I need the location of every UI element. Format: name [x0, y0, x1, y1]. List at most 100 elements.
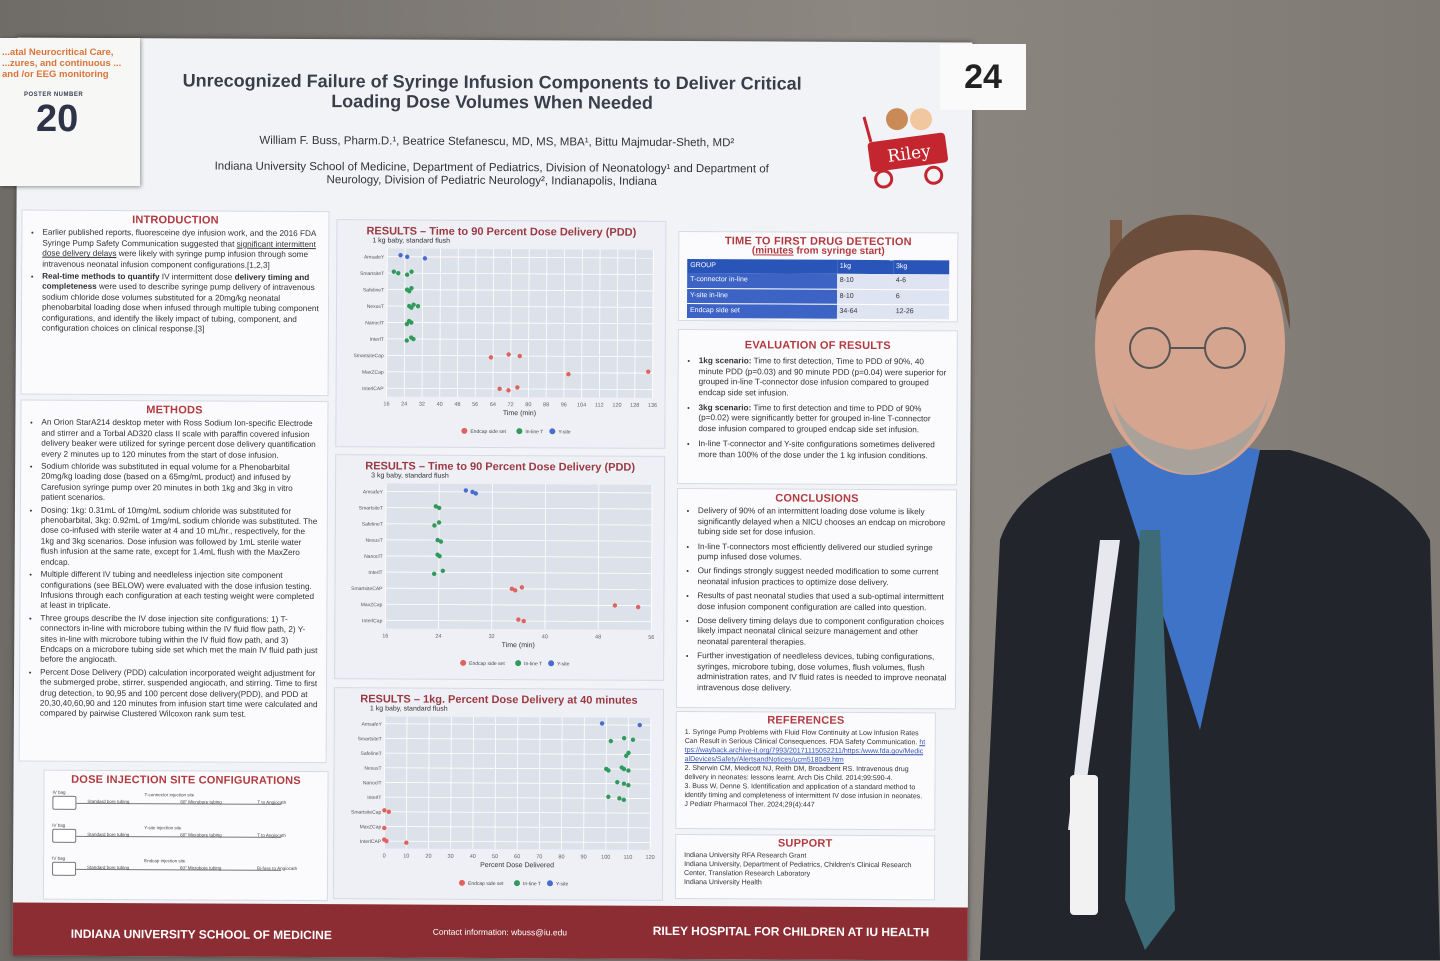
data-point — [382, 826, 386, 830]
x-tick-label: 32 — [419, 402, 425, 408]
y-tick-label: NanoclT — [365, 320, 384, 326]
data-point — [606, 768, 610, 772]
poster-number-card: ...atal Neurocritical Care, ...zures, an… — [0, 38, 140, 186]
data-point — [392, 269, 396, 273]
conclusion-bullet: Results of past neonatal studies that us… — [697, 591, 947, 613]
x-tick-label: 104 — [577, 402, 586, 408]
footer-right: RILEY HOSPITAL FOR CHILDREN AT IU HEALTH — [653, 924, 930, 939]
y-tick-label: MaxZCap — [362, 370, 384, 376]
x-tick-label: 90 — [581, 854, 587, 860]
table-cell: 4-6 — [893, 274, 949, 289]
legend-swatch — [548, 660, 554, 666]
data-point — [617, 796, 621, 800]
support-line: Indiana University Health — [684, 878, 926, 888]
diagram-label: IV bag — [52, 854, 65, 864]
data-point — [518, 354, 522, 358]
introduction-heading: INTRODUCTION — [30, 215, 320, 227]
methods-bullet: Dosing: 1kg: 0.31mL of 10mg/mL sodium ch… — [41, 505, 319, 569]
x-tick-label: 40 — [470, 854, 476, 860]
data-point — [622, 767, 626, 771]
methods-bullet: Multiple different IV tubing and needlel… — [40, 570, 318, 613]
x-tick-label: 60 — [514, 854, 520, 860]
legend-label: Endcap side set — [468, 881, 504, 887]
data-point — [513, 588, 517, 592]
data-point — [405, 338, 409, 342]
data-point — [439, 539, 443, 543]
data-point — [626, 768, 630, 772]
x-tick-label: 110 — [624, 855, 633, 861]
y-tick-label: NexusT — [366, 538, 383, 544]
data-point — [396, 271, 400, 275]
data-point — [622, 781, 626, 785]
x-tick-label: 128 — [630, 403, 639, 409]
evaluation-heading: EVALUATION OF RESULTS — [687, 340, 949, 352]
y-tick-label: NexusT — [364, 766, 381, 772]
x-tick-label: 96 — [561, 402, 567, 408]
text: from syringe start — [794, 246, 882, 257]
introduction-section: INTRODUCTION Earlier published reports, … — [21, 210, 330, 397]
y-tick-label: InterlT — [368, 570, 382, 576]
x-tick-label: 80 — [558, 854, 564, 860]
x-tick-label: 40 — [542, 634, 548, 640]
data-point — [405, 273, 409, 277]
data-point — [646, 369, 650, 373]
data-point — [387, 810, 391, 814]
x-axis-label: Percent Dose Delivered — [480, 862, 554, 869]
diagram-label: T to Angiocath — [257, 831, 286, 842]
data-point — [384, 839, 388, 843]
diagram-label: Standard bore tubing — [87, 863, 129, 874]
x-tick-label: 50 — [492, 854, 498, 860]
session-track: ...atal Neurocritical Care, ...zures, an… — [0, 38, 140, 80]
data-point — [515, 385, 519, 389]
data-point — [631, 738, 635, 742]
dose-injection-diagram: DOSE INJECTION SITE CONFIGURATIONS IV ba… — [43, 770, 329, 901]
data-point — [600, 721, 604, 725]
support-line: Indiana University, Department of Pediat… — [684, 860, 926, 879]
table-cell: 12-26 — [893, 305, 949, 321]
data-point — [626, 783, 630, 787]
support-heading: SUPPORT — [684, 839, 926, 849]
text: IV intermittent dose — [160, 272, 235, 281]
authors: William F. Buss, Pharm.D.¹, Beatrice Ste… — [217, 135, 777, 150]
y-tick-label: SafelineT — [363, 287, 384, 293]
diagram-label: 60" Microbore tubing — [180, 864, 221, 875]
data-point — [636, 605, 640, 609]
presenter-photo — [960, 210, 1440, 960]
methods-bullet: Sodium chloride was substituted in equal… — [41, 462, 319, 505]
data-point — [416, 304, 420, 308]
chart-1kg-time-to-90pdd: RESULTS – Time to 90 Percent Dose Delive… — [335, 219, 666, 449]
poster-number: 20 — [36, 98, 140, 141]
methods-heading: METHODS — [29, 405, 319, 417]
y-tick-label: InterlT — [367, 795, 381, 801]
x-tick-label: 40 — [437, 402, 443, 408]
text: 1kg scenario: — [699, 356, 752, 365]
support-section: SUPPORT Indiana University RFA Research … — [675, 834, 935, 900]
reference-2: 2. Sherwin CM, Medicott NJ, Reith DM, Br… — [685, 764, 927, 783]
y-tick-label: MaxZCap — [361, 602, 383, 608]
x-tick-label: 16 — [382, 633, 388, 639]
data-point — [566, 372, 570, 376]
legend-swatch — [549, 428, 555, 434]
x-tick-label: 24 — [401, 402, 407, 408]
column-header: 1kg — [837, 260, 893, 275]
legend-swatch — [460, 660, 466, 666]
diagram-label: Standard bore tubing — [87, 797, 129, 808]
text: In-line T-connector and Y-site configura… — [698, 439, 935, 460]
table-cell: T-connector in-line — [687, 273, 837, 289]
x-tick-label: 48 — [454, 402, 460, 408]
y-tick-label: SmartsiteT — [358, 736, 382, 742]
x-tick-label: 10 — [403, 854, 409, 860]
conclusion-bullet: Further investigation of needleless devi… — [697, 651, 947, 694]
conclusions-section: CONCLUSIONS Delivery of 90% of an interm… — [676, 488, 957, 709]
text: Real-time methods to quantify — [42, 272, 159, 282]
legend-swatch — [514, 880, 520, 886]
methods-bullet: An Orion StarA214 desktop meter with Ros… — [41, 418, 319, 461]
data-point — [520, 585, 524, 589]
x-tick-label: 120 — [612, 403, 621, 409]
data-point — [411, 302, 415, 306]
